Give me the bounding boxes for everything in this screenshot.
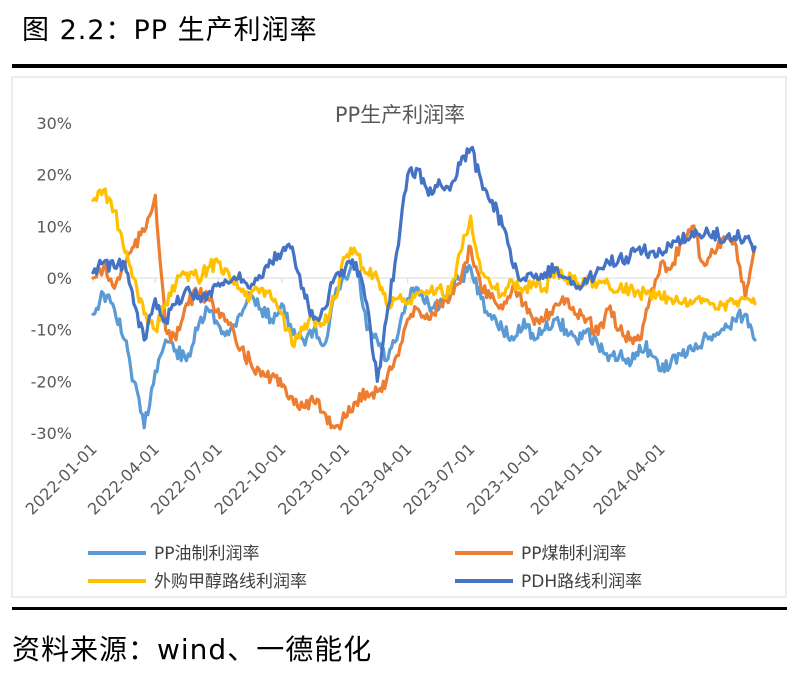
y-tick-label: 20% [36, 166, 72, 185]
legend-label: PDH路线利润率 [521, 572, 642, 592]
legend-label: PP油制利润率 [154, 544, 260, 564]
y-tick-label: 0% [47, 269, 72, 288]
y-tick-label: -30% [31, 424, 72, 443]
y-tick-label: -20% [31, 372, 72, 391]
y-tick-label: 10% [36, 217, 72, 236]
y-tick-label: 30% [36, 114, 72, 133]
series-line [91, 260, 757, 430]
series-line [91, 187, 757, 349]
y-axis: -30% -20% -10% 0% 10% 20% 30% [31, 114, 72, 443]
legend-label: PP煤制利润率 [521, 544, 627, 564]
top-rule [12, 64, 787, 68]
y-tick-label: -10% [31, 321, 72, 340]
series-line [91, 145, 757, 383]
source-note: 资料来源：wind、一德能化 [12, 633, 373, 666]
figure-title: 图 2.2：PP 生产利润率 [22, 15, 318, 46]
chart-title: PP生产利润率 [335, 103, 465, 127]
series-lines [91, 145, 757, 431]
bottom-rule [12, 607, 787, 610]
legend-label: 外购甲醇路线利润率 [154, 572, 307, 592]
